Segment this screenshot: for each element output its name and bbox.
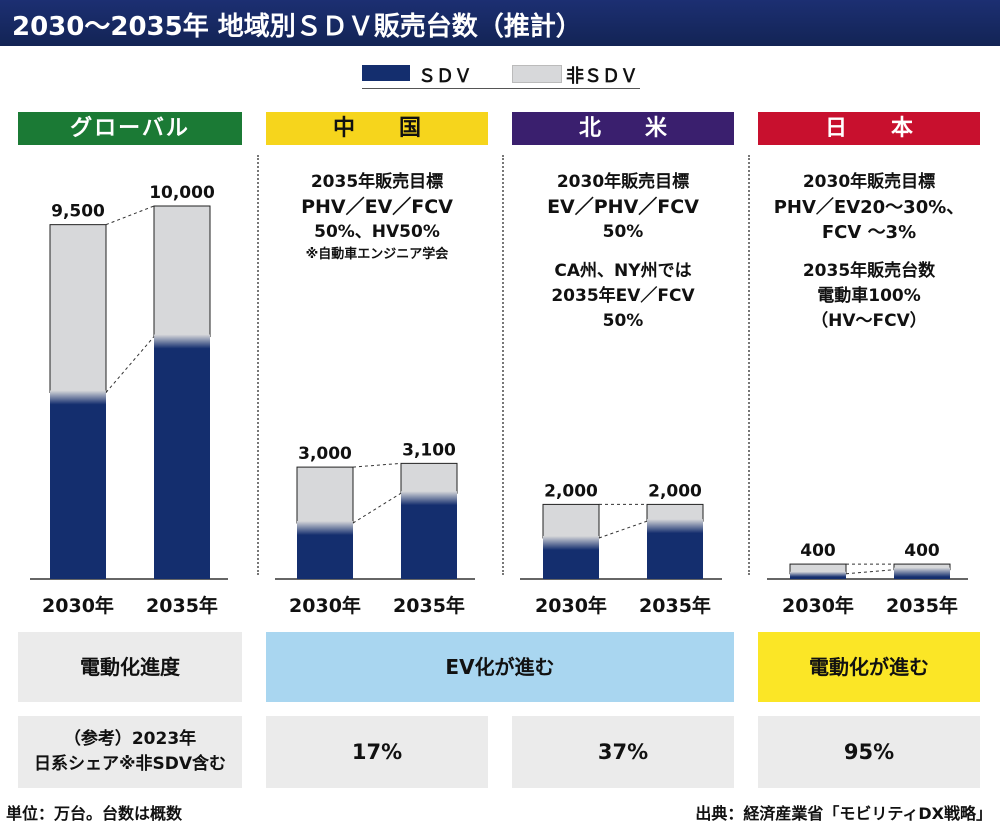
japan-note-line: 2035年販売台数 [802, 261, 936, 281]
x-tick-label: 2030年 [42, 594, 114, 617]
na-note-line: 2030年販売目標 [556, 172, 690, 192]
x-tick-label: 2035年 [393, 594, 465, 617]
bar-non-sdv [296, 466, 354, 524]
bar-transition [894, 567, 950, 577]
legend-swatch-non-sdv [512, 65, 562, 83]
bar-transition [297, 521, 353, 536]
region-header-china: 中 国 [266, 112, 488, 145]
bar-total-label: 10,000 [149, 183, 215, 203]
x-tick-label: 2030年 [782, 594, 854, 617]
connector-total [352, 462, 402, 468]
na-note-line: EV／PHV／FCV [547, 196, 699, 218]
north-america-target-note: 2030年販売目標 EV／PHV／FCV 50% CA州、NY州では 2035年… [512, 170, 734, 334]
region-header-japan: 日 本 [758, 112, 980, 145]
region-header-global: グローバル [18, 112, 242, 145]
bar-transition [50, 390, 106, 405]
electrification-progress-band: 電動化が進む [758, 632, 980, 702]
bar-sdv [50, 392, 106, 579]
bar-total-label: 2,000 [648, 481, 702, 501]
electrification-label-box: 電動化進度 [18, 632, 242, 702]
japan-note-line: 電動車100% [817, 286, 921, 306]
x-tick-label: 2035年 [146, 594, 218, 617]
ev-progress-band: EV化が進む [266, 632, 734, 702]
panel-separator [257, 155, 259, 575]
bar-transition [401, 491, 457, 506]
japan-note-line: 2030年販売目標 [802, 172, 936, 192]
legend: ＳＤＶ 非ＳＤＶ [362, 60, 640, 90]
bar-transition [790, 571, 846, 577]
page-title: 2030～2035年 地域別ＳＤＶ販売台数（推計） [12, 12, 582, 42]
legend-label-non-sdv: 非ＳＤＶ [566, 66, 638, 87]
bar-total-label: 2,000 [544, 481, 598, 501]
china-note-line: 50%、HV50% [314, 222, 440, 242]
bar-total-label: 9,500 [51, 202, 105, 222]
share-value-north-america: 37% [512, 716, 734, 788]
china-note-line: 2035年販売目標 [310, 172, 444, 192]
connector-total [105, 205, 155, 226]
na-note-line: 50% [602, 222, 644, 242]
japan-target-note: 2030年販売目標 PHV／EV20～30%、 FCV ～3% 2035年販売台… [758, 170, 980, 334]
legend-label-sdv: ＳＤＶ [418, 66, 472, 87]
share-label-line: 日系シェア※非SDV含む [33, 754, 227, 774]
na-note-line: CA州、NY州では [554, 261, 692, 281]
panel-separator [502, 155, 504, 575]
share-label-box: （参考）2023年 日系シェア※非SDV含む [18, 716, 242, 788]
connector-sdv [845, 569, 895, 575]
japan-note-line: FCV ～3% [821, 222, 917, 243]
bar-sdv [154, 336, 210, 579]
bar-non-sdv [153, 205, 211, 338]
na-note-line: 50% [602, 311, 644, 331]
bar-transition [154, 334, 210, 349]
legend-swatch-sdv [362, 65, 410, 81]
legend-underline [362, 88, 640, 89]
bar-total-label: 400 [800, 541, 836, 561]
japan-note-line: PHV／EV20～30%、 [773, 197, 965, 218]
na-note-line: 2035年EV／FCV [551, 286, 695, 306]
japan-note-line: （HV～FCV） [811, 311, 927, 331]
panel-separator [748, 155, 750, 575]
share-label-line: （参考）2023年 [63, 729, 197, 749]
region-header-north-america: 北 米 [512, 112, 734, 145]
share-value-china: 17% [266, 716, 488, 788]
bar-sdv [401, 493, 457, 579]
title-bar: 2030～2035年 地域別ＳＤＶ販売台数（推計） [0, 0, 1000, 46]
china-note-source: ※自動車エンジニア学会 [305, 247, 449, 262]
x-tick-label: 2035年 [639, 594, 711, 617]
connector-sdv [598, 520, 648, 539]
bar-transition [647, 519, 703, 534]
source-note: 出典：経済産業省「モビリティDX戦略」 [695, 804, 992, 823]
x-tick-label: 2030年 [535, 594, 607, 617]
bar-non-sdv [49, 224, 107, 393]
bar-total-label: 3,000 [298, 444, 352, 464]
bar-transition [543, 535, 599, 550]
unit-note: 単位：万台。台数は概数 [6, 804, 183, 823]
x-tick-label: 2030年 [289, 594, 361, 617]
bar-non-sdv [646, 503, 704, 522]
china-target-note: 2035年販売目標 PHV／EV／FCV 50%、HV50% ※自動車エンジニア… [266, 170, 488, 265]
share-value-japan: 95% [758, 716, 980, 788]
bar-non-sdv [542, 503, 600, 539]
x-tick-label: 2035年 [886, 594, 958, 617]
china-note-line: PHV／EV／FCV [301, 196, 453, 218]
bar-non-sdv [400, 462, 458, 494]
connector-sdv [352, 492, 402, 524]
connector-sdv [105, 336, 155, 393]
bar-total-label: 3,100 [402, 440, 456, 460]
bar-total-label: 400 [904, 541, 940, 561]
